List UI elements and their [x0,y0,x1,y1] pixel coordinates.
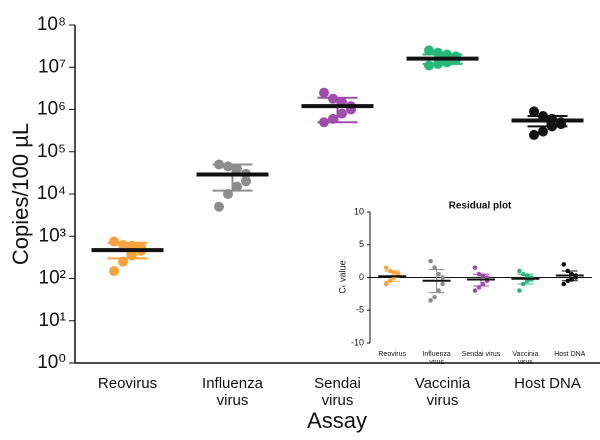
data-point [424,45,434,56]
data-point [214,201,224,212]
data-point [109,266,119,277]
data-point [472,265,478,270]
data-point [472,288,478,293]
x-tick-label: Host DNA [514,375,581,392]
y-tick-label: 10² [39,268,66,289]
data-point [232,163,242,174]
data-point [436,288,441,293]
inset-x-tick-label: Host DNA [554,351,586,358]
data-point [109,236,119,247]
y-tick-label: 10⁸ [37,14,66,35]
x-tick-label: Influenza virus [202,375,263,409]
data-point [232,181,242,192]
data-point [436,271,441,277]
data-point [517,268,522,274]
x-tick-label: Vaccinia virus [414,375,471,409]
inset-x-tick-label: Sendai virus [461,351,501,358]
data-point [529,129,539,140]
data-point [440,281,445,287]
inset-title: Residual plot [449,201,512,212]
y-tick-label: 10³ [39,225,66,246]
data-point [432,294,437,300]
data-point [383,265,389,270]
inset-y-axis-label: Cₜ value [337,260,347,293]
data-point [440,275,445,280]
data-point [383,281,389,287]
y-tick-label: 10⁶ [37,99,66,120]
data-point [432,265,437,270]
y-tick-label: 10⁰ [37,352,66,373]
data-point [480,281,486,287]
y-tick-label: -10 [351,337,364,347]
x-tick-label: Reovirus [97,375,158,392]
y-tick-label: 10⁵ [37,141,66,162]
data-point [241,176,251,187]
y-tick-label: 10⁷ [38,56,66,77]
y-axis-label: Copies/100 µL [8,123,33,265]
inset-x-tick-label: Influenza virus [422,351,451,366]
inset-x-tick-label: Reovirus [378,351,406,358]
data-point [337,108,347,119]
inset-x-tick-label: Vaccinia virus [512,351,539,366]
data-point [428,298,433,303]
data-point [319,87,329,98]
data-point [424,60,434,71]
data-point [561,262,567,267]
x-tick-label: Sendai virus [314,375,361,409]
y-tick-label: 5 [359,239,364,249]
y-tick-label: 0 [359,272,364,282]
data-point [538,126,548,137]
data-point [517,288,522,293]
x-axis-label: Assay [307,408,367,433]
y-tick-label: 10 [354,206,364,216]
y-tick-label: -5 [356,305,364,315]
data-point [561,281,567,287]
y-tick-label: 10⁴ [37,183,66,204]
data-point [529,106,539,117]
y-tick-label: 10¹ [39,310,66,331]
data-point [428,258,433,264]
